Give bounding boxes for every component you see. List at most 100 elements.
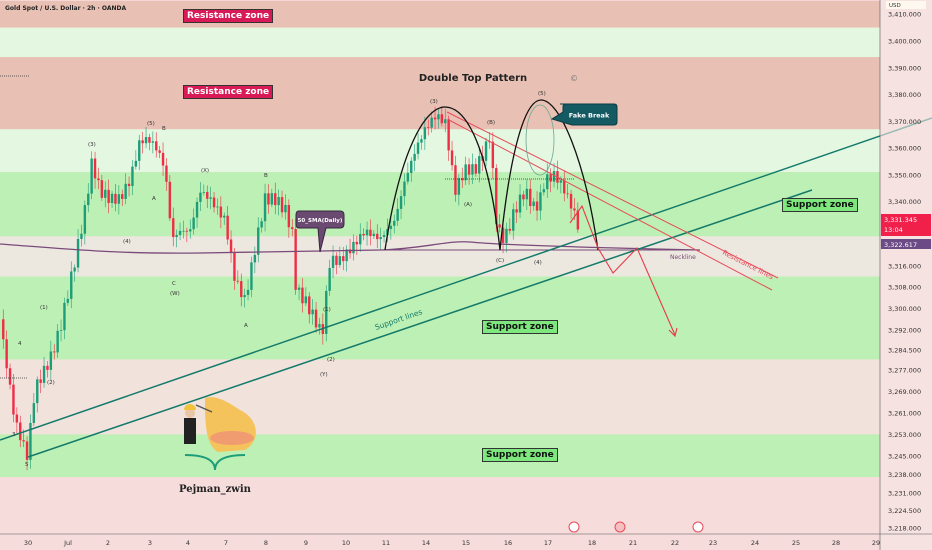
candle	[121, 194, 124, 199]
fake-break-callout	[550, 103, 618, 126]
candle	[76, 238, 80, 268]
candle	[399, 196, 403, 209]
price-tick-label: 3,380.000	[888, 91, 921, 99]
candle	[569, 193, 573, 209]
candle	[5, 339, 8, 369]
candle	[471, 164, 474, 175]
neutral_green-zone	[0, 27, 880, 58]
candle	[158, 150, 161, 153]
time-tick-label: 7	[224, 539, 228, 547]
time-tick-label: 8	[264, 539, 268, 547]
candle	[182, 230, 185, 232]
candle	[372, 233, 376, 237]
candle	[189, 229, 192, 232]
symbol-title[interactable]: Gold Spot / U.S. Dollar · 2h · OANDA	[5, 5, 127, 12]
price-tick-label: 3,224.500	[888, 507, 921, 515]
wave-label: 4	[18, 341, 22, 347]
candle	[495, 168, 498, 225]
candle	[376, 233, 379, 240]
event-flag-icon[interactable]	[614, 521, 626, 533]
candle	[12, 384, 15, 415]
candle	[2, 319, 5, 340]
candle	[294, 229, 297, 290]
price-tick-label: 3,400.000	[888, 38, 921, 46]
wave-label: A	[244, 323, 248, 329]
fake-break-label: Fake Break	[569, 112, 610, 120]
candle	[87, 193, 90, 206]
candle	[457, 178, 461, 195]
currency-label: USD	[889, 3, 901, 9]
neckline-label: Neckline	[670, 254, 696, 261]
candle	[542, 189, 546, 193]
candle	[144, 137, 148, 144]
price-tick-label: 3,245.000	[888, 452, 921, 460]
candle	[325, 290, 328, 334]
candle	[362, 233, 365, 236]
wave-label: (5)	[147, 121, 155, 127]
event-flag-icon[interactable]	[692, 521, 704, 533]
candle	[525, 188, 529, 200]
candle	[127, 183, 131, 187]
time-tick-label: Jul	[63, 539, 72, 547]
candle	[63, 302, 66, 331]
candle	[172, 218, 175, 238]
price-tick-label: 3,350.000	[888, 171, 921, 179]
pink_light-zone	[0, 477, 880, 539]
candle	[566, 193, 569, 195]
candle	[423, 127, 427, 140]
resistance-line-2	[448, 119, 773, 291]
candle	[389, 225, 393, 229]
sma-50-line	[0, 241, 701, 254]
wave-label: (4)	[534, 260, 542, 266]
candle	[406, 172, 410, 182]
wave-label: (4)	[123, 239, 131, 245]
price-tick-label: 3,410.000	[888, 11, 921, 19]
candle	[328, 267, 331, 291]
candle	[348, 249, 352, 254]
candle	[352, 241, 355, 254]
candle	[151, 141, 155, 143]
candle	[311, 309, 314, 315]
candle	[110, 193, 114, 203]
wave-label: A	[152, 196, 156, 202]
wave-label: 5	[25, 462, 29, 468]
time-tick-label: 28	[832, 539, 840, 547]
candle	[559, 180, 563, 183]
candle	[70, 271, 73, 299]
support-zone-label: Support zone	[482, 320, 558, 334]
candle	[161, 152, 165, 166]
candle	[430, 117, 433, 128]
candle	[19, 422, 22, 441]
candle	[338, 256, 342, 265]
candle	[39, 379, 42, 383]
candle	[308, 296, 311, 315]
candle	[46, 365, 49, 370]
double-top-arc-2	[499, 99, 599, 251]
candle	[410, 160, 413, 173]
candle	[36, 379, 39, 404]
event-flag-icon[interactable]	[568, 521, 580, 533]
candle	[396, 208, 399, 221]
candle	[416, 142, 420, 154]
wave-label: C	[172, 281, 176, 287]
candle	[498, 224, 501, 228]
candle	[22, 440, 25, 442]
candle	[42, 365, 46, 383]
resistance-zone	[0, 0, 880, 28]
candle	[484, 141, 488, 161]
sma-callout	[295, 210, 345, 253]
sma-label: 50_SMA(Daily)	[298, 218, 343, 224]
candle	[236, 280, 240, 282]
candle	[165, 165, 168, 182]
price-axis[interactable]	[880, 0, 932, 550]
candle	[546, 174, 549, 190]
candle	[104, 189, 107, 198]
price-tick-label: 3,360.000	[888, 145, 921, 153]
wave-label: (B)	[487, 120, 495, 126]
candle	[491, 141, 495, 169]
candle	[297, 287, 301, 290]
price-tick-label: 3,300.000	[888, 305, 921, 313]
candle	[382, 235, 386, 238]
